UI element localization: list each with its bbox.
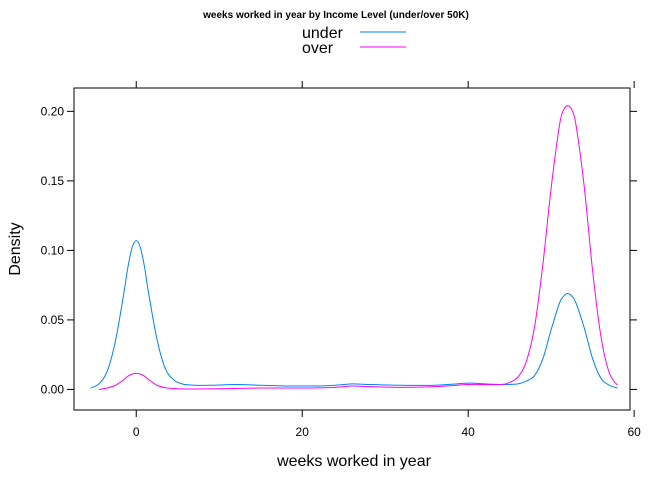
series-line-over (98, 105, 618, 390)
y-axis: 0.00 0.05 0.10 0.15 0.20 (41, 104, 637, 396)
series-line-under (90, 240, 618, 389)
y-tick-label: 0.10 (41, 243, 65, 257)
x-tick-label: 0 (133, 425, 140, 439)
x-tick-label: 20 (296, 425, 310, 439)
y-tick-label: 0.20 (41, 104, 65, 118)
x-tick-label: 60 (627, 425, 641, 439)
legend-label-under: under (302, 25, 344, 42)
x-tick-label: 40 (461, 425, 475, 439)
y-tick-label: 0.00 (41, 382, 65, 396)
y-tick-label: 0.05 (41, 313, 65, 327)
x-axis-title: weeks worked in year (276, 453, 432, 470)
y-tick-label: 0.15 (41, 174, 65, 188)
y-axis-title: Density (7, 222, 24, 275)
legend-label-over: over (302, 40, 334, 57)
x-axis: 0 20 40 60 (133, 81, 641, 439)
chart-title: weeks worked in year by Income Level (un… (202, 10, 469, 21)
plot-lines (90, 105, 618, 390)
plot-frame (73, 87, 631, 411)
